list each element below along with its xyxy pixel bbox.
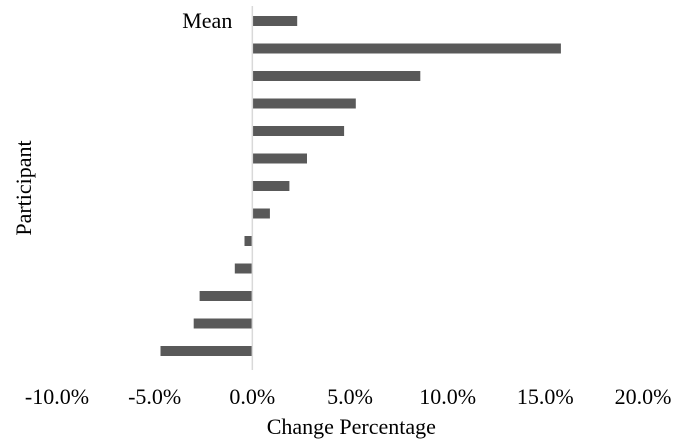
x-axis-title: Change Percentage xyxy=(267,414,436,439)
bar-10 xyxy=(199,291,253,301)
x-tick-label-1: -5.0% xyxy=(128,384,181,409)
x-tick-label-3: 5.0% xyxy=(327,384,373,409)
x-tick-label-4: 10.0% xyxy=(419,384,476,409)
bar-8 xyxy=(244,236,253,246)
y-axis-title: Participant xyxy=(11,140,36,235)
category-label-0: Mean xyxy=(182,8,232,33)
bar-1 xyxy=(252,43,561,54)
bars-group xyxy=(160,16,561,356)
bar-0 xyxy=(252,16,298,26)
x-tick-label-5: 15.0% xyxy=(517,384,574,409)
bar-4 xyxy=(252,126,345,136)
bar-5 xyxy=(252,153,307,164)
bar-3 xyxy=(252,98,356,109)
bar-7 xyxy=(252,208,270,219)
x-tick-label-2: 0.0% xyxy=(229,384,275,409)
x-tick-labels: -10.0% -5.0% 0.0% 5.0% 10.0% 15.0% 20.0% xyxy=(25,384,671,409)
bar-12 xyxy=(160,346,253,356)
bar-6 xyxy=(252,181,290,191)
x-tick-label-0: -10.0% xyxy=(25,384,89,409)
bar-2 xyxy=(252,71,421,81)
bar-9 xyxy=(234,263,253,274)
bar-11 xyxy=(193,318,253,329)
x-tick-label-6: 20.0% xyxy=(615,384,672,409)
category-labels: Mean xyxy=(182,8,232,33)
